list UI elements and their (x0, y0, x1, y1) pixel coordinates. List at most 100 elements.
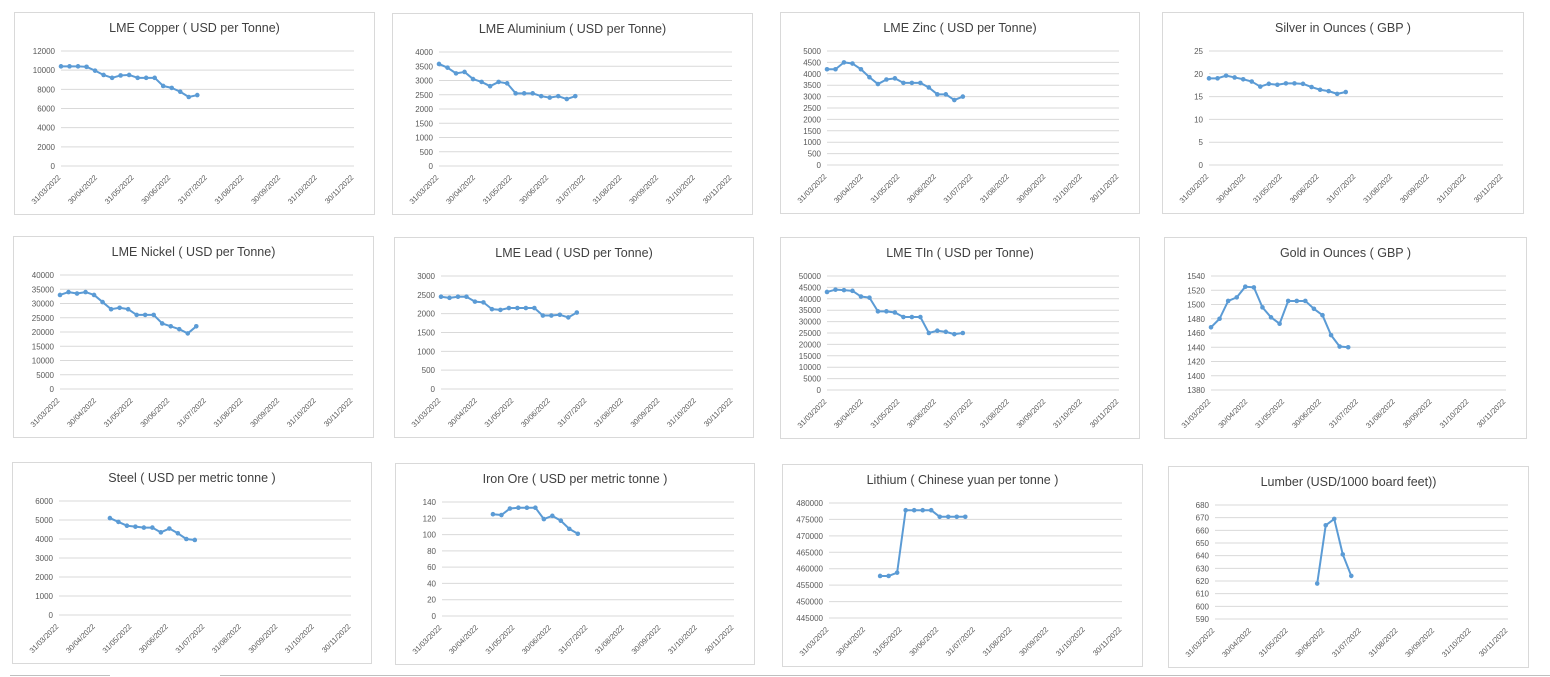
chart-title: Silver in Ounces ( GBP ) (1275, 21, 1411, 35)
bottom-divider (10, 675, 110, 676)
x-tick-label: 31/03/2022 (798, 625, 831, 658)
data-point (926, 85, 932, 90)
data-point (909, 314, 915, 320)
data-point (928, 507, 934, 513)
x-tick-label: 31/03/2022 (29, 396, 62, 429)
data-point (952, 97, 957, 103)
data-point (107, 515, 113, 521)
y-tick-label: 4000 (35, 535, 53, 544)
data-point (515, 305, 520, 311)
data-point (489, 306, 495, 312)
x-tick-label: 31/10/2022 (1435, 172, 1468, 205)
y-tick-label: 35000 (799, 306, 822, 315)
data-point (943, 329, 949, 335)
plot-area: 0 1000 2000 3000 4000 5000 6000 31/03/2022 30/04… (28, 497, 353, 655)
chart-title: Gold in Ounces ( GBP ) (1279, 246, 1412, 260)
data-point (1225, 298, 1231, 304)
data-point (462, 69, 467, 75)
data-point (909, 80, 915, 86)
data-point (58, 64, 64, 69)
y-tick-label: 480000 (796, 499, 823, 508)
data-point (193, 324, 199, 329)
x-tick-label: 31/07/2022 (556, 396, 589, 429)
x-tick-label: 30/09/2022 (1015, 397, 1048, 430)
x-tick-label: 30/09/2022 (247, 622, 280, 655)
data-point (499, 512, 504, 518)
data-point (1340, 552, 1346, 557)
x-tick-label: 30/04/2022 (1220, 626, 1253, 659)
data-point (125, 306, 131, 312)
data-point (564, 96, 570, 102)
y-tick-label: 30000 (799, 318, 822, 327)
data-point (504, 81, 510, 86)
data-point (175, 531, 181, 536)
y-tick-label: 0 (1199, 161, 1204, 170)
data-point (875, 309, 881, 314)
y-tick-label: 3000 (417, 272, 435, 281)
x-tick-label: 31/08/2022 (978, 172, 1011, 205)
data-point (937, 514, 943, 520)
data-point (962, 514, 968, 520)
x-tick-label: 30/06/2022 (139, 173, 172, 206)
data-point (960, 330, 966, 336)
data-point (124, 523, 130, 528)
x-tick-label: 31/08/2022 (592, 396, 625, 429)
data-point (884, 309, 889, 314)
y-tick-label: 590 (1196, 615, 1210, 624)
y-tick-label: 2000 (37, 143, 55, 152)
data-point (490, 511, 496, 517)
y-tick-label: 4000 (415, 48, 433, 57)
data-point (538, 93, 544, 99)
y-tick-label: 10000 (32, 357, 55, 366)
x-tick-label: 31/08/2022 (978, 397, 1011, 430)
y-tick-label: 455000 (796, 581, 823, 590)
x-tick-label: 30/06/2022 (519, 396, 552, 429)
data-point (960, 94, 966, 99)
x-tick-label: 31/03/2022 (408, 173, 441, 206)
data-point (143, 75, 149, 81)
data-point (1345, 344, 1351, 350)
data-point (192, 537, 198, 543)
y-tick-label: 0 (49, 611, 54, 620)
y-tick-label: 1000 (415, 134, 433, 143)
data-point (1294, 298, 1300, 304)
data-point (1249, 79, 1255, 84)
data-point (1223, 73, 1229, 78)
series-line (1316, 517, 1353, 584)
x-tick-label: 31/03/2022 (1178, 172, 1211, 205)
y-tick-label: 5 (1199, 138, 1204, 147)
y-tick-label: 475000 (796, 515, 823, 524)
y-tick-label: 1420 (1187, 358, 1205, 367)
data-point (911, 507, 917, 513)
plot-area: 0 5000 10000 15000 20000 25000 30000 35000 40000… (796, 272, 1121, 430)
data-point (824, 289, 830, 295)
series-line (880, 509, 966, 577)
data-point (833, 66, 838, 72)
x-tick-label: 31/07/2022 (942, 172, 975, 205)
data-point (507, 506, 513, 511)
x-tick-label: 31/03/2022 (410, 396, 443, 429)
data-point (901, 80, 906, 86)
data-point (858, 66, 864, 72)
data-point (533, 505, 538, 510)
y-tick-label: 15 (1194, 93, 1203, 102)
x-tick-label: 31/08/2022 (1367, 626, 1400, 659)
data-point (1317, 87, 1323, 93)
chart-title: Steel ( USD per metric tonne ) (108, 471, 276, 485)
x-tick-label: 31/05/2022 (483, 396, 516, 429)
y-tick-label: 0 (50, 385, 55, 394)
x-tick-label: 30/04/2022 (64, 622, 97, 655)
x-tick-label: 31/07/2022 (944, 625, 977, 658)
data-point (1208, 325, 1214, 330)
y-tick-label: 640 (1196, 552, 1210, 561)
data-point (1323, 522, 1329, 528)
x-tick-label: 30/09/2022 (248, 396, 281, 429)
data-point (91, 292, 97, 298)
data-point (1251, 285, 1257, 290)
data-point (150, 525, 155, 530)
y-tick-label: 1500 (1187, 301, 1205, 310)
data-point (547, 95, 553, 100)
data-point (57, 292, 63, 298)
x-tick-label: 31/08/2022 (591, 173, 624, 206)
